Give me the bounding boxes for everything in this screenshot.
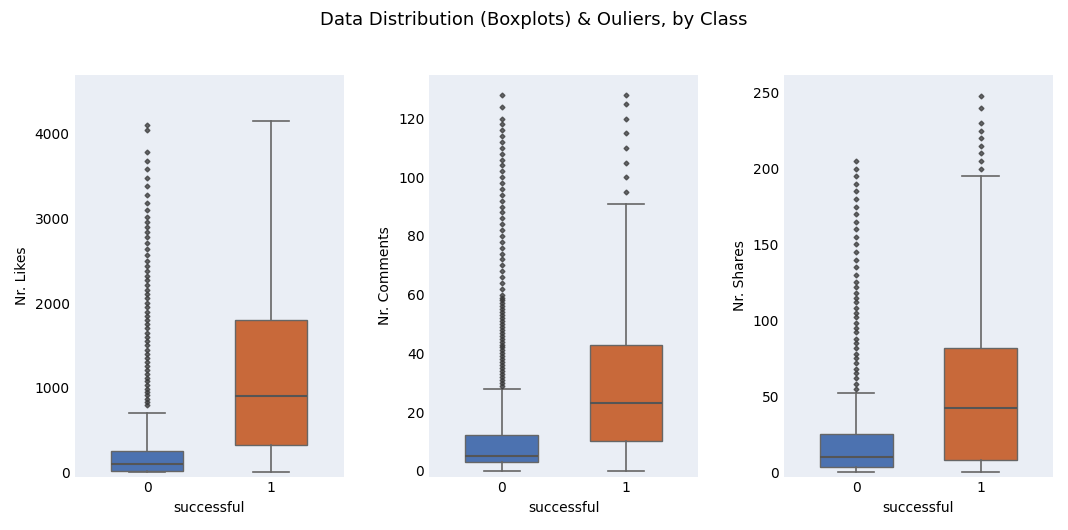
PathPatch shape — [466, 436, 538, 462]
Y-axis label: Nr. Comments: Nr. Comments — [378, 226, 392, 325]
Y-axis label: Nr. Shares: Nr. Shares — [733, 240, 747, 311]
X-axis label: successful: successful — [528, 501, 599, 515]
Y-axis label: Nr. Likes: Nr. Likes — [15, 246, 29, 305]
PathPatch shape — [111, 451, 184, 471]
PathPatch shape — [820, 434, 893, 467]
X-axis label: successful: successful — [173, 501, 245, 515]
Text: Data Distribution (Boxplots) & Ouliers, by Class: Data Distribution (Boxplots) & Ouliers, … — [320, 11, 748, 29]
X-axis label: successful: successful — [882, 501, 954, 515]
PathPatch shape — [944, 348, 1017, 460]
PathPatch shape — [235, 320, 308, 445]
PathPatch shape — [590, 344, 662, 441]
